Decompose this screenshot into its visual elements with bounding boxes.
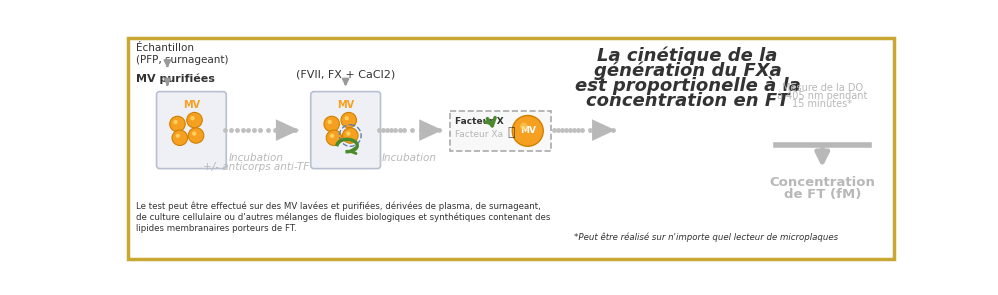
Circle shape <box>189 128 204 143</box>
Circle shape <box>324 116 339 132</box>
Circle shape <box>346 131 350 136</box>
Text: Incubation: Incubation <box>229 153 284 163</box>
Polygon shape <box>592 119 616 141</box>
Circle shape <box>170 116 186 132</box>
Circle shape <box>342 128 358 143</box>
Text: à 405 nm pendant: à 405 nm pendant <box>777 91 867 101</box>
Circle shape <box>172 130 188 145</box>
Text: MV: MV <box>183 100 200 110</box>
Text: concentration en FT: concentration en FT <box>586 92 789 110</box>
Polygon shape <box>275 119 299 141</box>
Circle shape <box>330 134 334 138</box>
Circle shape <box>344 116 349 120</box>
Text: La cinétique de la: La cinétique de la <box>597 46 777 65</box>
Text: est proportionelle à la: est proportionelle à la <box>575 77 800 96</box>
Text: Le test peut être effectué sur des MV lavées et purifiées, dérivées de plasma, d: Le test peut être effectué sur des MV la… <box>137 202 551 233</box>
FancyBboxPatch shape <box>450 111 551 151</box>
Circle shape <box>512 115 543 146</box>
Text: MV purifiées: MV purifiées <box>137 73 216 83</box>
Text: *Peut être réalisé sur n'importe quel lecteur de microplaques: *Peut être réalisé sur n'importe quel le… <box>574 232 838 242</box>
Circle shape <box>326 130 341 145</box>
Polygon shape <box>419 119 442 141</box>
Circle shape <box>520 122 528 130</box>
Text: 15 minutes*: 15 minutes* <box>792 99 852 109</box>
Text: Mesure de la DO: Mesure de la DO <box>781 83 863 93</box>
Text: génération du FXa: génération du FXa <box>594 62 781 80</box>
Text: MV: MV <box>337 100 354 110</box>
Text: Incubation: Incubation <box>381 153 437 163</box>
Text: Échantillon
(PFP, surnageant): Échantillon (PFP, surnageant) <box>137 43 229 65</box>
Circle shape <box>191 116 195 120</box>
Circle shape <box>341 112 356 128</box>
FancyBboxPatch shape <box>310 92 380 169</box>
Text: +/- anticorps anti-TF: +/- anticorps anti-TF <box>204 162 309 172</box>
Text: 👤: 👤 <box>507 126 514 139</box>
Text: Facteur Xa: Facteur Xa <box>455 130 503 139</box>
Text: (FVII, FX + CaCl2): (FVII, FX + CaCl2) <box>296 69 395 79</box>
Text: Concentration: Concentration <box>769 176 875 189</box>
Circle shape <box>176 134 180 138</box>
Circle shape <box>174 120 178 124</box>
Circle shape <box>192 131 197 136</box>
Circle shape <box>327 120 332 124</box>
Text: de FT (fM): de FT (fM) <box>783 188 861 201</box>
Circle shape <box>187 112 203 128</box>
Text: Facteur X: Facteur X <box>455 117 504 126</box>
FancyBboxPatch shape <box>157 92 227 169</box>
Text: MV: MV <box>520 126 536 135</box>
